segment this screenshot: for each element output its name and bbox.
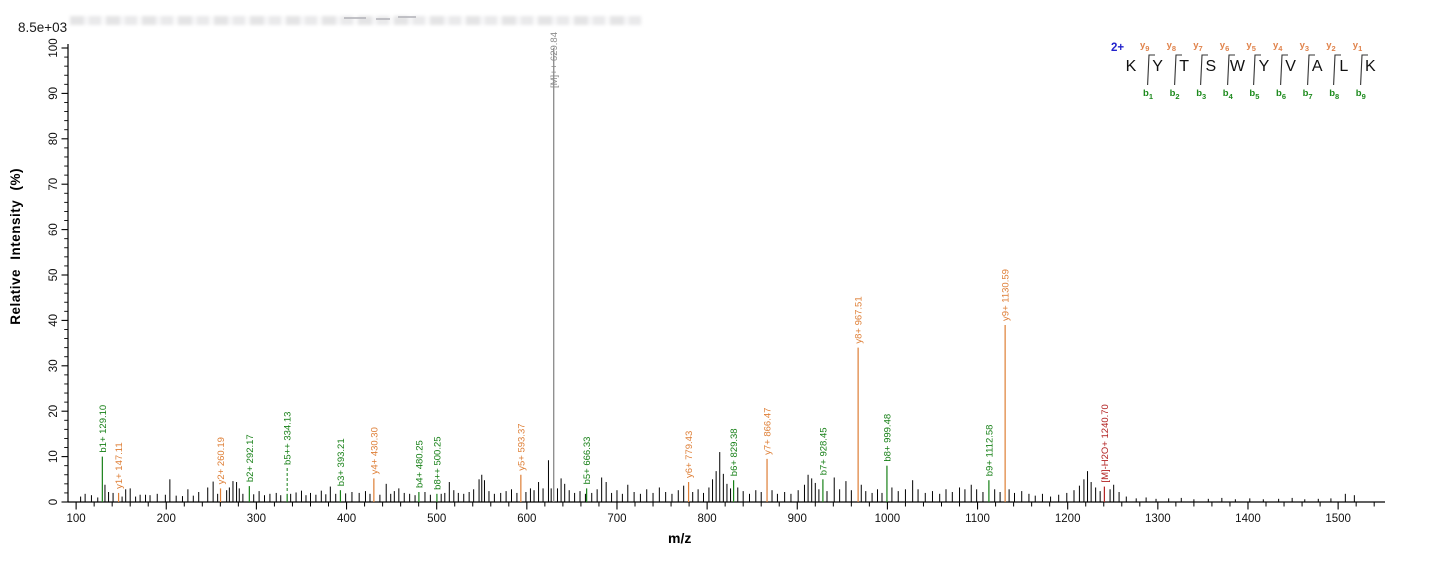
base-peak-intensity-label: 8.5e+03 [18, 20, 68, 35]
fragmentation-mark-5 [1250, 53, 1263, 94]
x-tick-label: 700 [607, 513, 626, 525]
peak-label-y5: y5+ 593.37 [516, 423, 527, 470]
y-tick-label: 50 [48, 269, 60, 282]
faded-watermark-dash [376, 18, 390, 20]
faded-watermark-dash [398, 16, 416, 18]
y-tick-label: 0 [48, 499, 60, 505]
peak-label-y4: y4+ 430.30 [369, 427, 380, 474]
peak-label-b8pp: b8++ 500.25 [432, 436, 443, 489]
peak-label-y8: y8+ 967.51 [854, 296, 865, 343]
residue-9: L [1339, 58, 1349, 75]
y-ion-label-y2: y2 [1326, 40, 1336, 53]
b-ion-label-b8: b8 [1329, 88, 1340, 101]
faded-watermark-strip [70, 16, 642, 25]
y-tick-label: 80 [48, 132, 60, 145]
y-ion-label-y4: y4 [1273, 40, 1283, 53]
precursor-charge-label: 2+ [1111, 42, 1125, 54]
b-ion-label-b6: b6 [1276, 88, 1286, 101]
x-tick-label: 1500 [1325, 513, 1351, 525]
residue-2: Y [1152, 58, 1163, 75]
b-ion-label-b9: b9 [1355, 88, 1366, 101]
peak-label-y7: y7+ 866.47 [763, 408, 774, 455]
x-tick-label: 1400 [1235, 513, 1261, 525]
y-tick-label: 70 [48, 178, 60, 191]
b-ion-label-b3: b3 [1196, 88, 1207, 101]
b-ion-label-b2: b2 [1169, 88, 1180, 101]
y-tick-label: 100 [48, 38, 60, 57]
y-ion-label-y1: y1 [1352, 40, 1363, 53]
residue-3: T [1179, 58, 1190, 75]
residue-1: K [1125, 58, 1137, 75]
x-tick-label: 100 [67, 513, 86, 525]
peak-label-b6: b6+ 829.38 [729, 428, 740, 476]
peak-label-y6: y6+ 779.43 [684, 431, 695, 478]
y-tick-label: 60 [48, 223, 60, 236]
fragmentation-mark-4 [1224, 53, 1237, 94]
fragmentation-mark-7 [1304, 53, 1317, 94]
x-tick-label: 600 [517, 513, 536, 525]
x-tick-label: 1200 [1055, 513, 1081, 525]
b-ion-label-b7: b7 [1302, 88, 1313, 101]
residue-10: K [1365, 58, 1376, 75]
fragmentation-mark-2 [1171, 53, 1184, 94]
x-tick-label: 500 [427, 513, 446, 525]
peak-label-b5pp: b5++ 334.13 [283, 412, 294, 465]
residue-8: A [1311, 58, 1323, 75]
residue-5: W [1229, 58, 1245, 75]
x-tick-label: 400 [337, 513, 356, 525]
peak-label-b2: b2+ 292.17 [245, 434, 256, 482]
x-tick-label: 300 [247, 513, 266, 525]
x-tick-label: 1100 [965, 513, 990, 525]
peak-label-y9: y9+ 1130.59 [1001, 269, 1012, 321]
peak-label-b3: b3+ 393.21 [336, 438, 347, 486]
peak-label-b7: b7+ 928.45 [818, 427, 829, 475]
y-tick-label: 90 [48, 87, 60, 100]
fragmentation-mark-6 [1277, 53, 1290, 94]
y-tick-label: 40 [48, 314, 60, 327]
residue-7: V [1285, 58, 1296, 75]
x-tick-label: 1300 [1145, 513, 1171, 525]
y-ion-label-y6: y6 [1219, 40, 1230, 53]
y-ion-label-y3: y3 [1299, 40, 1310, 53]
residue-6: Y [1258, 58, 1270, 75]
y-tick-label: 20 [48, 405, 60, 418]
fragmentation-mark-3 [1197, 53, 1210, 94]
peak-label-b8: b8+ 999.48 [882, 414, 893, 462]
x-tick-label: 900 [788, 513, 807, 525]
b-ion-label-b1: b1 [1143, 88, 1153, 101]
b-ion-label-b4: b4 [1222, 88, 1233, 101]
y-ion-label-y9: y9 [1140, 40, 1150, 53]
y-ion-label-y7: y7 [1193, 40, 1203, 53]
y-tick-label: 30 [48, 359, 60, 372]
peak-label-b5: b5+ 666.33 [582, 437, 593, 485]
x-axis-title: m/z [668, 530, 692, 546]
peak-label-b9: b9+ 1112.58 [984, 425, 995, 477]
fragmentation-mark-8 [1330, 53, 1343, 94]
peak-label-y1: y1+ 147.11 [114, 442, 125, 489]
y-tick-label: 10 [48, 450, 60, 463]
faded-watermark-dash [344, 17, 366, 19]
peak-label-b1: b1+ 129.10 [98, 405, 109, 453]
y-ion-label-y8: y8 [1166, 40, 1177, 53]
y-ion-label-y5: y5 [1246, 40, 1256, 53]
x-tick-label: 200 [157, 513, 176, 525]
residue-4: S [1205, 58, 1217, 75]
x-tick-label: 1000 [875, 513, 901, 525]
peak-label-MH2O: [M]-H2O+ 1240.70 [1100, 404, 1111, 482]
x-tick-label: 800 [698, 513, 717, 525]
fragmentation-mark-9 [1357, 53, 1370, 94]
peak-label-b4: b4+ 480.25 [414, 440, 425, 488]
fragmentation-mark-1 [1144, 53, 1157, 94]
b-ion-label-b5: b5 [1249, 88, 1260, 101]
peak-label-y2: y2+ 260.19 [216, 437, 227, 484]
peak-label-M: [M]++ 629.84 [549, 32, 560, 88]
